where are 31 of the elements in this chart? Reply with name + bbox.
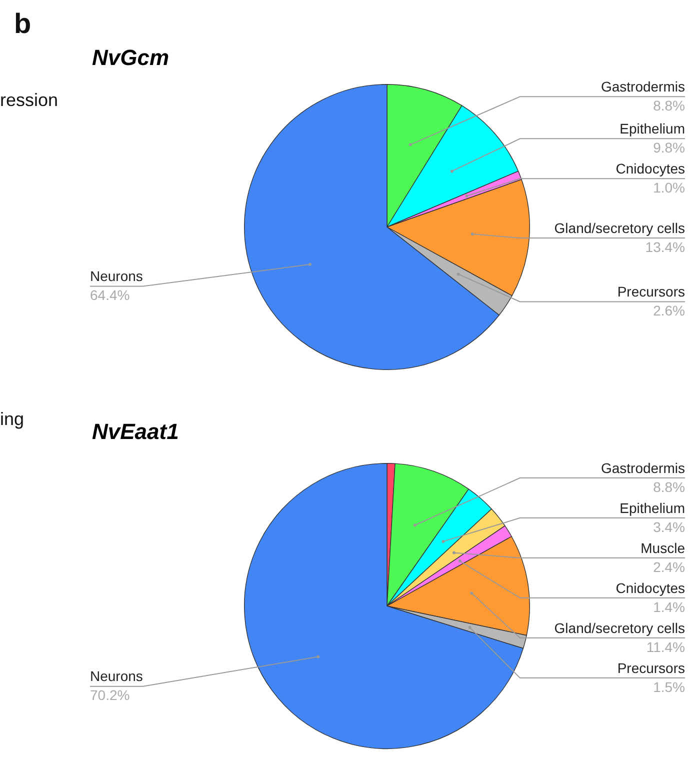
data-label: 2.6%: [653, 302, 685, 319]
slice-label: Gland/secretory cells: [554, 620, 685, 636]
slice-label: Cnidocytes: [616, 580, 685, 596]
data-label: 11.4%: [646, 638, 685, 655]
slice-label: Precursors: [617, 284, 685, 300]
data-label: 64.4%: [90, 287, 130, 304]
slice-label: Gastrodermis: [600, 460, 685, 476]
chart-title: NvGcm: [92, 45, 170, 71]
data-label: 13.4%: [645, 238, 685, 255]
slice-label: Precursors: [617, 660, 685, 676]
slice-label: Epithelium: [620, 120, 685, 137]
slice-label: Muscle: [640, 540, 686, 556]
chart-title: NvEaat1: [92, 419, 179, 445]
slice-label: Neurons: [90, 668, 143, 684]
data-label: 1.5%: [653, 678, 685, 695]
data-label: 1.0%: [653, 180, 685, 196]
text: b: [14, 8, 32, 40]
slice-label: Gastrodermis: [600, 78, 685, 94]
slice-label: Neurons: [90, 268, 143, 284]
data-label: 1.4%: [653, 598, 685, 615]
data-label: 8.8%: [653, 97, 685, 114]
text: ression: [0, 90, 58, 111]
slice-label: Gland/secretory cells: [554, 220, 685, 236]
text: ing: [0, 409, 24, 430]
slice-label: Epithelium: [620, 500, 685, 516]
data-label: 70.2%: [90, 687, 130, 704]
slice-label: Cnidocytes: [616, 160, 685, 177]
data-label: 3.4%: [653, 518, 685, 535]
data-label: 2.4%: [653, 558, 685, 575]
data-label: 8.8%: [653, 478, 685, 495]
data-label: 9.8%: [653, 140, 685, 156]
